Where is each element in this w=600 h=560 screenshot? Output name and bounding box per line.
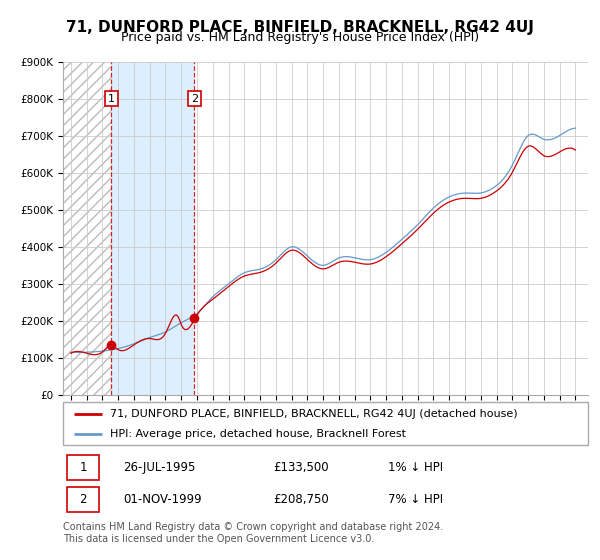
Bar <box>63 62 112 395</box>
Text: £133,500: £133,500 <box>273 461 329 474</box>
Text: 71, DUNFORD PLACE, BINFIELD, BRACKNELL, RG42 4UJ: 71, DUNFORD PLACE, BINFIELD, BRACKNELL, … <box>66 20 534 35</box>
Text: 01-NOV-1999: 01-NOV-1999 <box>124 493 202 506</box>
Text: Contains HM Land Registry data © Crown copyright and database right 2024.
This d: Contains HM Land Registry data © Crown c… <box>63 522 443 544</box>
Text: 1% ↓ HPI: 1% ↓ HPI <box>389 461 443 474</box>
Text: 1: 1 <box>108 94 115 104</box>
Bar <box>112 62 194 395</box>
Text: 71, DUNFORD PLACE, BINFIELD, BRACKNELL, RG42 4UJ (detached house): 71, DUNFORD PLACE, BINFIELD, BRACKNELL, … <box>110 409 518 419</box>
Text: Price paid vs. HM Land Registry's House Price Index (HPI): Price paid vs. HM Land Registry's House … <box>121 31 479 44</box>
Text: HPI: Average price, detached house, Bracknell Forest: HPI: Average price, detached house, Brac… <box>110 430 406 439</box>
Text: 2: 2 <box>79 493 87 506</box>
Text: £208,750: £208,750 <box>273 493 329 506</box>
Text: 2: 2 <box>191 94 198 104</box>
Text: 26-JUL-1995: 26-JUL-1995 <box>124 461 196 474</box>
FancyBboxPatch shape <box>67 487 98 512</box>
FancyBboxPatch shape <box>63 402 588 445</box>
Text: 7% ↓ HPI: 7% ↓ HPI <box>389 493 443 506</box>
Text: 1: 1 <box>79 461 87 474</box>
Bar <box>63 62 112 395</box>
FancyBboxPatch shape <box>67 455 98 480</box>
